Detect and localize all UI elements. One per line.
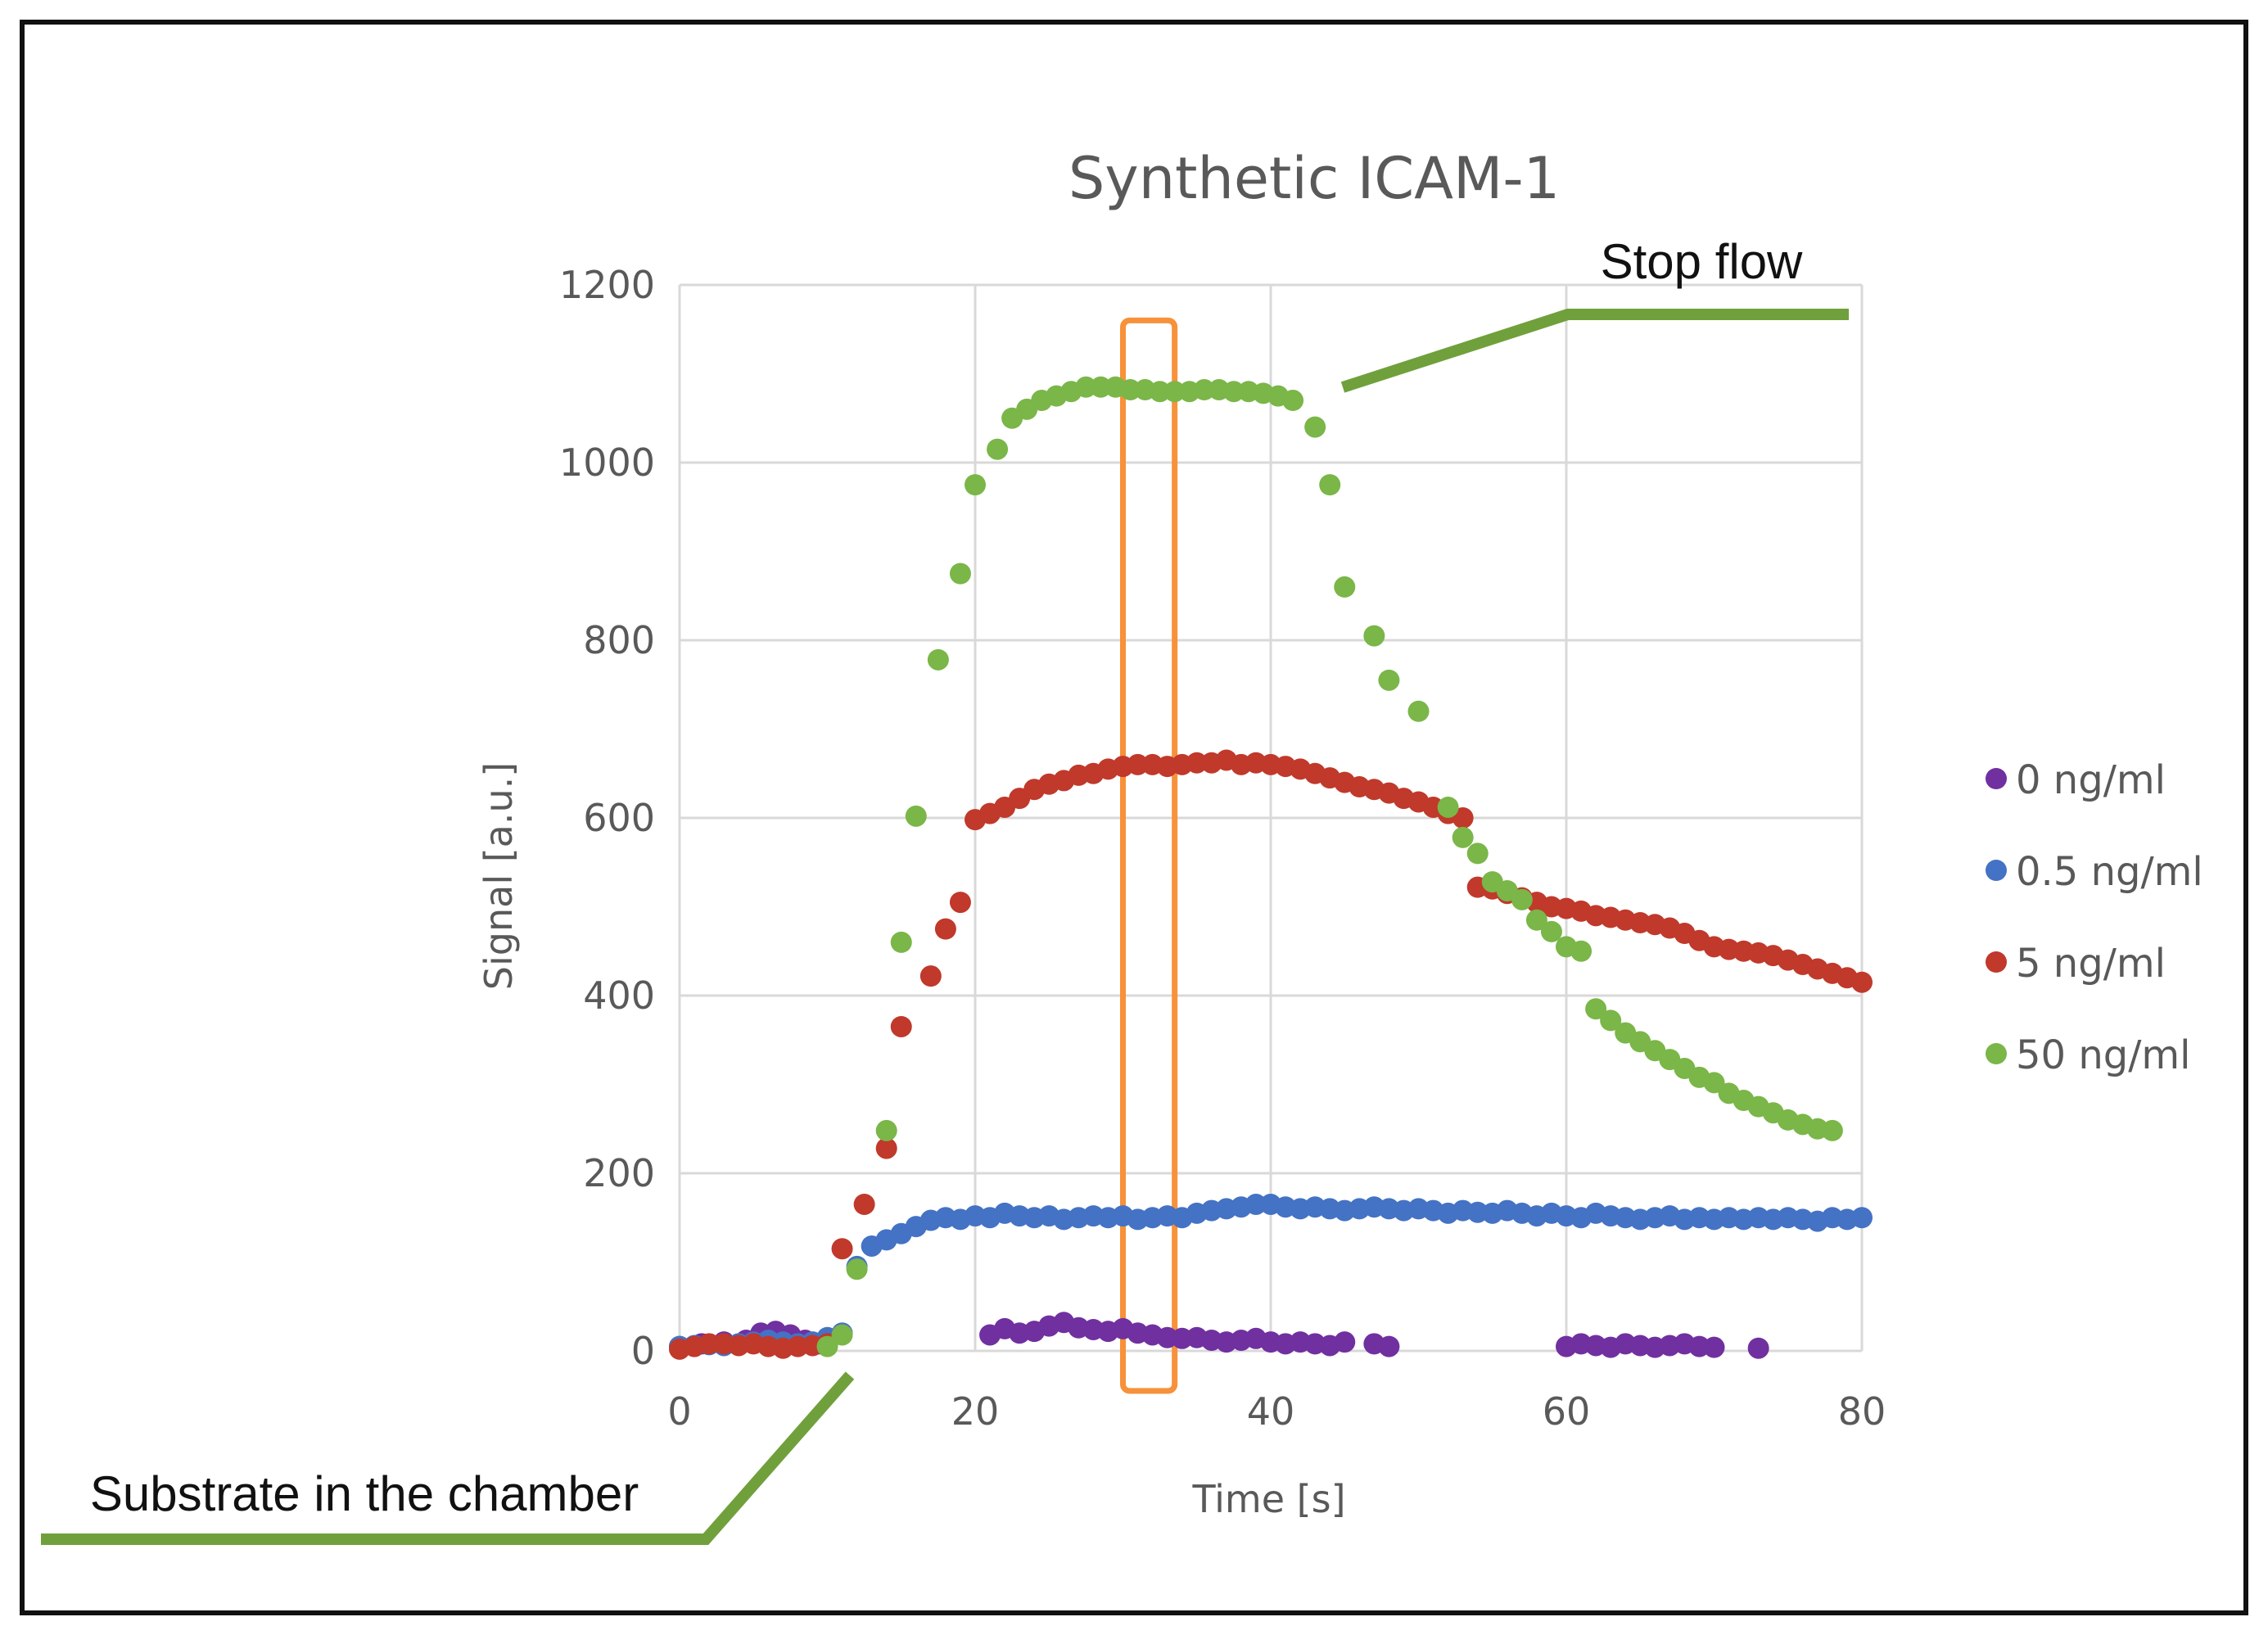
series-1 bbox=[669, 1193, 1873, 1357]
data-point bbox=[1747, 1337, 1769, 1359]
data-point bbox=[1821, 1119, 1843, 1141]
legend-marker bbox=[1986, 1043, 2007, 1064]
y-tick-label: 1200 bbox=[559, 263, 655, 307]
data-point bbox=[1600, 1009, 1622, 1032]
substrate-leader-line bbox=[41, 1371, 855, 1545]
data-point bbox=[1703, 1336, 1725, 1358]
data-point bbox=[890, 1015, 912, 1037]
data-point bbox=[1075, 376, 1097, 398]
data-point bbox=[1334, 576, 1356, 598]
data-point bbox=[1851, 971, 1873, 993]
data-point bbox=[1525, 909, 1547, 931]
data-point bbox=[1452, 826, 1474, 848]
data-point bbox=[1585, 998, 1607, 1020]
data-point bbox=[875, 1137, 897, 1159]
data-point bbox=[1127, 753, 1149, 775]
data-point bbox=[816, 1335, 838, 1357]
x-tick-label: 60 bbox=[1543, 1389, 1591, 1434]
data-point bbox=[1378, 669, 1400, 691]
y-tick-label: 400 bbox=[583, 973, 655, 1018]
substrate-annotation: Substrate in the chamber bbox=[41, 1371, 855, 1545]
data-point bbox=[949, 892, 971, 914]
data-point bbox=[698, 1333, 721, 1355]
legend-label: 0 ng/ml bbox=[2016, 757, 2166, 803]
data-point bbox=[1186, 752, 1208, 774]
data-point bbox=[890, 931, 912, 953]
scatter-chart: 0 200 400 600 800 1000 1200 0 20 40 60 80 Synthetic… bbox=[41, 145, 2203, 1545]
data-point bbox=[853, 1193, 875, 1215]
x-tick-label: 80 bbox=[1838, 1389, 1886, 1434]
x-tick-label: 20 bbox=[951, 1389, 1000, 1434]
y-tick-label: 600 bbox=[583, 796, 655, 840]
data-point bbox=[1363, 625, 1385, 647]
data-point bbox=[1319, 474, 1341, 496]
data-point bbox=[1378, 1335, 1400, 1357]
stop-flow-leader-line bbox=[1340, 309, 1849, 393]
chart-title: Synthetic ICAM-1 bbox=[1068, 145, 1560, 212]
data-point bbox=[1452, 807, 1474, 829]
data-point bbox=[831, 1324, 853, 1346]
data-point bbox=[1304, 416, 1326, 438]
legend-label: 5 ng/ml bbox=[2016, 941, 2166, 987]
data-point bbox=[1163, 381, 1186, 403]
data-point bbox=[1149, 381, 1171, 403]
data-point bbox=[1511, 888, 1533, 910]
legend-marker bbox=[1986, 951, 2007, 973]
y-tick-label: 1000 bbox=[559, 440, 655, 485]
axes: 0 200 400 600 800 1000 1200 0 20 40 60 80 bbox=[559, 263, 1886, 1434]
data-point bbox=[1245, 1193, 1267, 1215]
data-point bbox=[905, 805, 927, 827]
legend-label: 0.5 ng/ml bbox=[2016, 849, 2203, 895]
legend-marker bbox=[1986, 768, 2007, 789]
series-3 bbox=[816, 376, 1843, 1357]
y-tick-label: 800 bbox=[583, 618, 655, 662]
data-point bbox=[1090, 376, 1112, 398]
x-axis-label: Time [s] bbox=[1191, 1477, 1345, 1521]
x-tick-label: 0 bbox=[667, 1389, 691, 1434]
data-point bbox=[1466, 842, 1489, 865]
data-point bbox=[1119, 379, 1141, 401]
x-tick-label: 40 bbox=[1247, 1389, 1295, 1434]
data-point bbox=[965, 474, 986, 496]
data-point bbox=[1540, 920, 1562, 942]
y-axis-label: Signal [a.u.] bbox=[477, 762, 521, 990]
data-point bbox=[1334, 1331, 1356, 1353]
y-tick-label: 200 bbox=[583, 1151, 655, 1195]
series-layer bbox=[669, 376, 1873, 1360]
data-point bbox=[927, 648, 949, 671]
data-point bbox=[1703, 1072, 1725, 1094]
data-point bbox=[1282, 390, 1304, 412]
data-point bbox=[919, 965, 942, 987]
data-point bbox=[831, 1238, 853, 1260]
data-point bbox=[987, 438, 1009, 460]
highlight-layer bbox=[1120, 317, 1178, 1394]
legend-marker bbox=[1986, 860, 2007, 881]
data-point bbox=[949, 562, 971, 585]
data-point bbox=[846, 1258, 868, 1280]
data-point bbox=[934, 918, 956, 940]
data-point bbox=[1570, 940, 1593, 962]
highlight-box bbox=[1120, 317, 1178, 1394]
legend-label: 50 ng/ml bbox=[2016, 1032, 2191, 1078]
figure-frame: 0 200 400 600 800 1000 1200 0 20 40 60 80 Synthetic… bbox=[20, 20, 2248, 1615]
data-point bbox=[1407, 700, 1430, 722]
substrate-label: Substrate in the chamber bbox=[90, 1466, 639, 1521]
grid-lines bbox=[678, 283, 1864, 1353]
data-point bbox=[875, 1119, 897, 1141]
data-point bbox=[1222, 381, 1245, 403]
legend: 0 ng/ml 0.5 ng/ml 5 ng/ml 50 ng/ml bbox=[1986, 757, 2203, 1078]
stop-flow-annotation: Stop flow bbox=[1340, 234, 1849, 393]
data-point bbox=[1193, 379, 1215, 401]
y-tick-label: 0 bbox=[631, 1329, 655, 1373]
stop-flow-label: Stop flow bbox=[1601, 234, 1803, 289]
data-point bbox=[1437, 796, 1459, 818]
data-point bbox=[1851, 1207, 1873, 1229]
